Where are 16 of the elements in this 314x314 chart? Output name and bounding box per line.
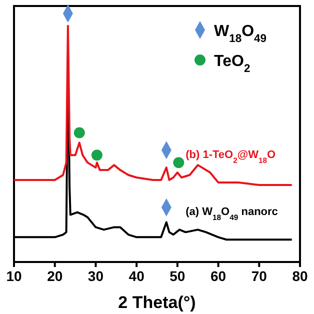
x-tick-label: 80 [292, 268, 308, 284]
x-tick-label: 20 [47, 268, 63, 284]
x-tick-label: 70 [251, 268, 268, 284]
x-tick-label: 10 [6, 268, 22, 284]
legend-label: TeO$_{2}$ [214, 53, 250, 75]
series-label: (a) W$_{18}$O$_{49}$ nanorc [186, 206, 278, 222]
point [74, 127, 85, 138]
legend-label: W$_{18}$O$_{49}$ [214, 23, 266, 45]
x-tick-label: 50 [170, 268, 186, 284]
x-tick-label: 60 [210, 268, 226, 284]
point [173, 157, 184, 168]
x-tick-label: 40 [128, 268, 145, 284]
x-axis-title: 2 Theta(°) [118, 293, 196, 312]
x-tick-label: 30 [88, 268, 104, 284]
series-label: (b) 1-TeO$_{2}$@W$_{18}$O [186, 149, 276, 165]
point [91, 150, 102, 161]
